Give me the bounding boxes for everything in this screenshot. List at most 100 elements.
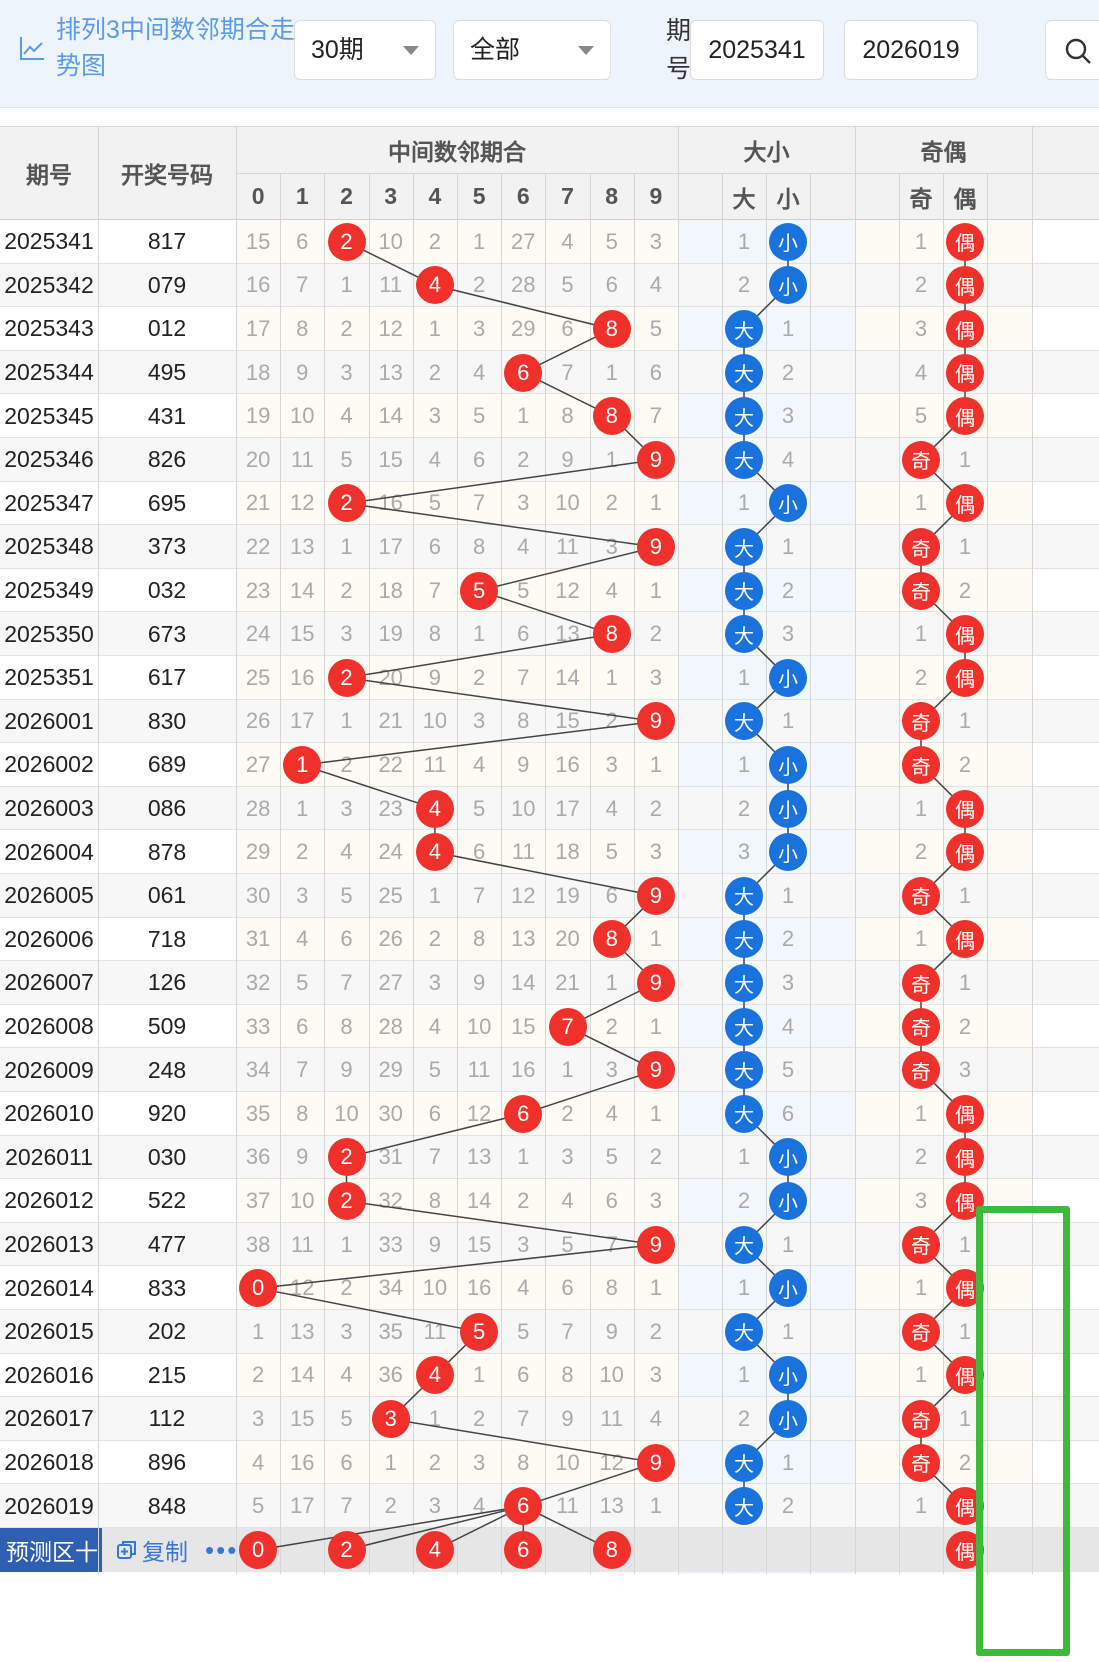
- miss-count: 14: [290, 1362, 315, 1388]
- issue-cell: 2026006: [4, 925, 94, 952]
- miss-count: 3: [649, 664, 663, 690]
- miss-count: 2: [428, 1449, 442, 1475]
- miss-count: 3: [340, 359, 353, 385]
- issue-to-input[interactable]: 2026019: [844, 20, 978, 80]
- miss-count: 11: [290, 1231, 314, 1257]
- periods-select-value: 30期: [311, 36, 364, 64]
- miss-count: 3: [472, 708, 486, 734]
- size-ball: 大: [725, 353, 763, 392]
- miss-count: 5: [472, 795, 486, 821]
- miss-count: 19: [555, 882, 580, 908]
- parity-header-0: 奇: [909, 185, 933, 212]
- miss-count: 4: [605, 1100, 618, 1126]
- number-cell: 920: [147, 1100, 187, 1127]
- size-header-1: 小: [776, 185, 800, 212]
- miss-count: 3: [649, 1187, 663, 1213]
- miss-count: 31: [378, 1144, 403, 1170]
- grid-line: [722, 173, 723, 1574]
- predict-ball: 4: [415, 1531, 454, 1569]
- caret-down-icon: [578, 46, 594, 55]
- miss-count: 1: [914, 795, 928, 821]
- number-cell: 689: [147, 751, 187, 778]
- more-button[interactable]: •••: [205, 1534, 239, 1565]
- search-button[interactable]: [1045, 20, 1099, 80]
- number-cell: 061: [147, 882, 187, 909]
- miss-count: 8: [296, 315, 309, 341]
- miss-count: 38: [245, 1231, 271, 1257]
- copy-button[interactable]: 复制: [116, 1528, 188, 1572]
- miss-count: 1: [517, 1144, 530, 1170]
- miss-count: 12: [599, 1449, 624, 1475]
- miss-count: 15: [511, 1013, 536, 1039]
- miss-count: 4: [649, 272, 663, 298]
- miss-count: 2: [737, 272, 751, 298]
- number-cell: 830: [147, 707, 187, 734]
- miss-count: 10: [555, 490, 580, 516]
- mid-ball: 2: [327, 1182, 366, 1220]
- parity-ball: 偶: [946, 222, 984, 261]
- miss-count: 4: [340, 403, 353, 429]
- miss-count: 2: [914, 664, 928, 690]
- miss-count: 2: [958, 751, 972, 777]
- miss-count: 4: [517, 1275, 530, 1301]
- miss-count: 10: [334, 1100, 359, 1126]
- issue-cell: 2025342: [4, 271, 94, 298]
- miss-count: 1: [737, 1275, 751, 1301]
- miss-count: 3: [561, 1144, 574, 1170]
- miss-count: 1: [472, 228, 486, 254]
- miss-count: 11: [511, 839, 535, 865]
- miss-count: 19: [378, 621, 403, 647]
- miss-count: 28: [511, 272, 536, 298]
- issue-cell: 2026001: [4, 707, 94, 734]
- parity-header-1: 偶: [953, 185, 977, 212]
- miss-count: 7: [472, 490, 486, 516]
- predict-area-button[interactable]: 预测区十: [0, 1528, 102, 1572]
- mid-ball: 9: [636, 1225, 675, 1264]
- miss-count: 8: [517, 708, 530, 734]
- toolbar: 排列3中间数邻期合走势图 30期 全部 期号: 2025341 - 202601…: [0, 0, 1099, 108]
- miss-count: 7: [517, 1405, 530, 1431]
- number-cell: 032: [147, 577, 187, 604]
- miss-count: 5: [914, 403, 928, 429]
- miss-count: 14: [511, 969, 536, 995]
- parity-ball: 奇: [902, 1051, 940, 1090]
- miss-count: 5: [605, 228, 618, 254]
- parity-ball: 奇: [902, 1443, 940, 1482]
- miss-count: 8: [296, 1100, 309, 1126]
- miss-count: 6: [340, 926, 353, 952]
- periods-select[interactable]: 30期: [294, 20, 436, 80]
- miss-count: 2: [649, 1318, 663, 1344]
- miss-count: 3: [605, 1057, 618, 1083]
- number-cell: 477: [147, 1231, 187, 1258]
- mid-ball: 5: [460, 571, 499, 610]
- mid-ball: 9: [636, 528, 675, 566]
- miss-count: 3: [517, 1231, 530, 1257]
- miss-count: 1: [472, 621, 486, 647]
- grid-line: [766, 173, 767, 1574]
- miss-count: 1: [737, 664, 751, 690]
- miss-count: 16: [245, 272, 271, 298]
- miss-count: 7: [428, 1144, 442, 1170]
- miss-count: 5: [340, 882, 353, 908]
- miss-count: 3: [649, 839, 663, 865]
- issue-from-input[interactable]: 2025341: [690, 20, 824, 80]
- miss-count: 6: [781, 1100, 795, 1126]
- miss-count: 6: [605, 1187, 618, 1213]
- issue-cell: 2026014: [4, 1274, 94, 1301]
- miss-count: 4: [561, 228, 574, 254]
- number-cell: 695: [147, 489, 187, 516]
- miss-count: 6: [605, 272, 618, 298]
- copy-icon: [117, 1541, 136, 1559]
- miss-count: 2: [914, 272, 928, 298]
- miss-count: 1: [251, 1318, 265, 1344]
- chart-title[interactable]: 排列3中间数邻期合走势图: [18, 12, 296, 84]
- miss-count: 1: [781, 1231, 795, 1257]
- miss-count: 18: [555, 839, 580, 865]
- miss-count: 12: [466, 1100, 492, 1126]
- miss-count: 2: [914, 839, 928, 865]
- issue-cell: 2025350: [4, 620, 94, 647]
- scope-select[interactable]: 全部: [453, 20, 611, 80]
- miss-count: 9: [561, 446, 574, 472]
- miss-count: 9: [296, 1144, 309, 1170]
- miss-count: 14: [466, 1187, 492, 1213]
